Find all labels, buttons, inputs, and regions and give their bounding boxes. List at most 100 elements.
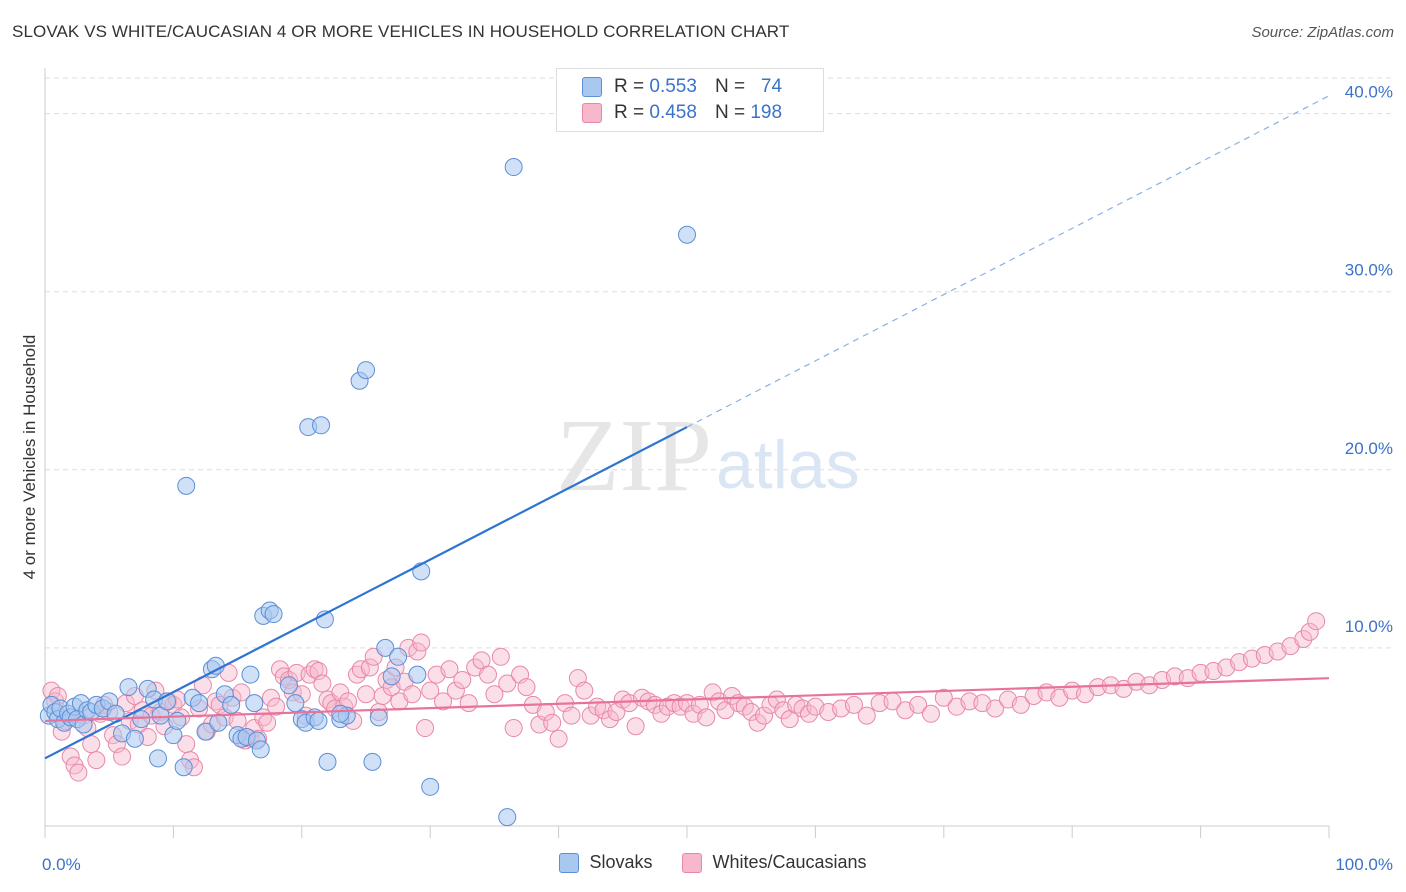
slovaks-point (312, 416, 331, 435)
whites-point (453, 670, 472, 689)
whites-point (600, 710, 619, 729)
slovaks-point (190, 694, 209, 713)
whites-point (626, 717, 645, 736)
legend-r-label: R = (614, 76, 645, 97)
whites-point (755, 706, 774, 725)
slovaks-point (498, 808, 517, 827)
slovaks-point (209, 713, 228, 732)
slovaks-point (168, 711, 187, 730)
legend-box: R = 0.553 N = 74 R = 0.458 N = 198 (556, 68, 824, 132)
trend-lines (44, 95, 1330, 760)
whites-point (300, 665, 319, 684)
slovaks-point (196, 722, 215, 741)
whites-point (403, 685, 422, 704)
source-credit: Source: ZipAtlas.com (1251, 24, 1394, 41)
whites-point (434, 692, 453, 711)
legend-n-value: 74 (760, 76, 783, 97)
whites-point (767, 690, 786, 709)
whites-point (844, 695, 863, 714)
whites-point (408, 642, 427, 661)
legend-swatch-blue (582, 77, 602, 97)
slovaks-point (504, 158, 523, 177)
slovaks-point (421, 777, 440, 796)
whites-point (703, 683, 722, 702)
legend-item-whites: Whites/Caucasians (682, 852, 867, 873)
y-tick-label: 20.0% (1345, 439, 1393, 458)
slovaks-point (363, 752, 382, 771)
slovaks-point (389, 647, 408, 666)
whites-point (412, 633, 431, 652)
x-tick-label: 0.0% (42, 855, 81, 874)
slovaks-point (376, 638, 395, 657)
slovaks-point (119, 678, 138, 697)
whites-point (543, 713, 562, 732)
whites-point (267, 697, 286, 716)
slovaks-point (251, 740, 270, 759)
legend-row-whites: R = 0.458 N = 198 (582, 101, 782, 125)
y-tick-label: 10.0% (1345, 617, 1393, 636)
whites-point (113, 747, 132, 766)
legend-n-label: N = (714, 102, 746, 123)
legend-label-whites: Whites/Caucasians (712, 852, 867, 872)
whites-point (61, 747, 80, 766)
whites-point (421, 681, 440, 700)
slovaks-point (177, 476, 196, 495)
whites-point (1300, 622, 1319, 641)
legend-r-value: 0.458 (649, 102, 697, 123)
whites-point (87, 751, 106, 770)
legend-r-value: 0.553 (649, 76, 697, 97)
whites-point (652, 704, 671, 723)
whites-point (1011, 695, 1030, 714)
slovaks-point (408, 665, 427, 684)
whites-point (1294, 630, 1313, 648)
whites-point (575, 681, 594, 700)
whites-point (799, 704, 818, 723)
slovaks-point (132, 710, 151, 729)
slovaks-trend-line (44, 426, 688, 760)
legend-item-slovaks: Slovaks (559, 852, 652, 873)
whites-point (478, 665, 497, 684)
legend-swatch-pink (682, 852, 703, 873)
slovaks-point (331, 704, 350, 723)
bottom-legend: Slovaks Whites/Caucasians (0, 852, 1406, 873)
slovaks-point (357, 361, 375, 380)
legend-swatch-blue (559, 852, 580, 873)
legend-swatch-pink (582, 103, 602, 123)
legend-r-label: R = (614, 102, 645, 123)
whites-point (498, 674, 517, 693)
slovaks-trend-extension (686, 95, 1330, 428)
legend-row-slovaks: R = 0.553 N = 74 (582, 75, 782, 99)
y-tick-label: 40.0% (1345, 83, 1393, 102)
y-tick-label: 30.0% (1345, 261, 1393, 280)
whites-point (360, 658, 379, 677)
whites-point (748, 713, 767, 732)
slovaks-point (382, 667, 401, 686)
whites-trend-line (44, 677, 1330, 723)
watermark-atlas: atlas (716, 427, 860, 503)
chart-title: SLOVAK VS WHITE/CAUCASIAN 4 OR MORE VEHI… (12, 22, 790, 41)
slovaks-point (222, 695, 241, 714)
whites-point (549, 729, 568, 748)
slovaks-point (369, 708, 388, 727)
zipatlas-watermark: ZIP atlas (556, 398, 860, 513)
whites-point (313, 674, 332, 693)
whites-point (491, 647, 510, 666)
slovaks-point (286, 694, 305, 713)
legend-n-value: 198 (750, 102, 783, 123)
slovaks-point (148, 749, 167, 768)
whites-point (934, 688, 953, 707)
tick-labels: 10.0% 20.0% 30.0% 40.0% 0.0% 100.0% (42, 83, 1393, 874)
whites-point (351, 660, 370, 679)
x-tick-label: 100.0% (1335, 855, 1393, 874)
slovaks-points (39, 158, 696, 827)
gridlines (45, 77, 1394, 649)
whites-point (258, 713, 277, 732)
slovaks-point (264, 605, 283, 624)
whites-point (909, 695, 928, 714)
whites-point (697, 708, 716, 727)
slovaks-point (309, 711, 328, 730)
whites-point (459, 694, 478, 713)
slovaks-point (318, 752, 337, 771)
slovaks-point (174, 758, 193, 777)
